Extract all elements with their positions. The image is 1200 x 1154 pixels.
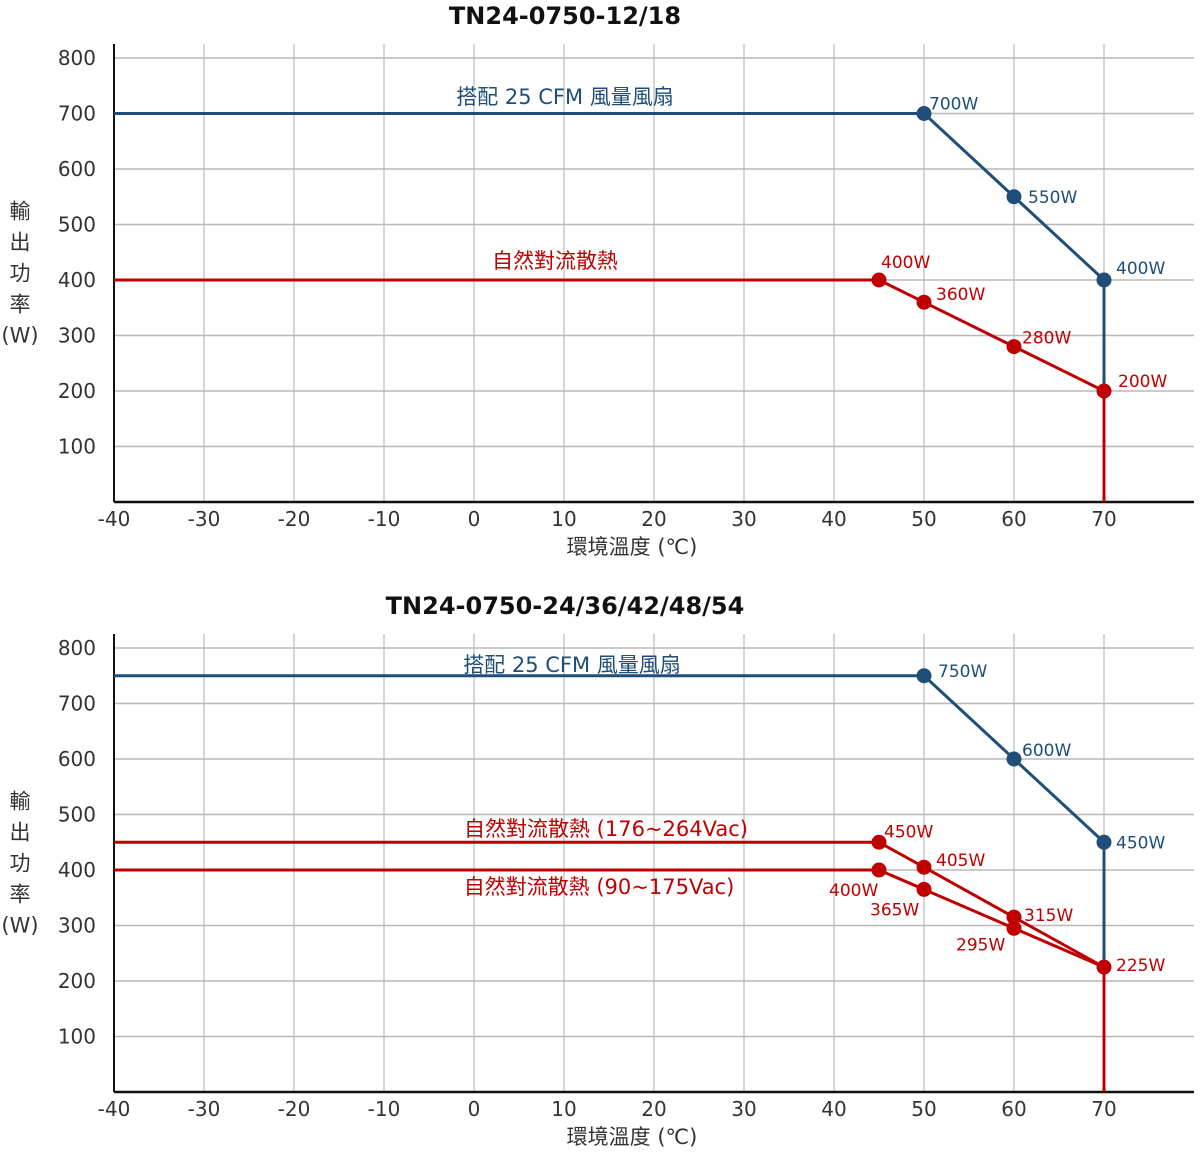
y-tick-label: 500 — [58, 213, 96, 237]
y-tick-label: 200 — [58, 379, 96, 403]
y-tick-label: 800 — [58, 46, 96, 70]
y-axis-label-part: 輸 — [10, 200, 31, 224]
data-point — [916, 294, 932, 310]
y-axis-label: 輸出功率 (W) — [1, 200, 38, 348]
y-axis-label-part: 輸 — [10, 790, 31, 814]
x-tick-label: -20 — [278, 1097, 311, 1121]
data-point — [871, 272, 887, 288]
y-axis-label: 輸出功率 (W) — [1, 790, 38, 938]
series-label: 自然對流散熱 (176~264Vac) — [464, 817, 748, 841]
x-tick-label: 70 — [1091, 1097, 1116, 1121]
data-label: 550W — [1028, 188, 1077, 208]
series-label: 搭配 25 CFM 風量風扇 — [463, 653, 681, 677]
x-axis-label: 環境溫度 (℃) — [567, 535, 698, 559]
x-tick-label: 70 — [1091, 507, 1116, 531]
series-line — [114, 278, 1106, 502]
data-point — [1006, 909, 1022, 925]
y-tick-label: 100 — [58, 1025, 96, 1049]
data-point — [1096, 834, 1112, 850]
x-tick-label: -40 — [98, 1097, 131, 1121]
series-line — [114, 868, 1106, 1092]
data-point — [1096, 383, 1112, 399]
y-tick-label: 500 — [58, 803, 96, 827]
data-point — [1006, 920, 1022, 936]
x-tick-label: 20 — [641, 507, 666, 531]
data-label: 280W — [1022, 329, 1071, 349]
data-label: 450W — [1116, 833, 1165, 853]
data-label: 600W — [1022, 741, 1071, 761]
x-tick-label: -40 — [98, 507, 131, 531]
y-axis-label-part: 出 — [10, 231, 31, 255]
chart-title: TN24-0750-24/36/42/48/54 — [386, 592, 745, 620]
data-point — [1006, 189, 1022, 205]
x-tick-label: 10 — [551, 507, 576, 531]
x-tick-label: -20 — [278, 507, 311, 531]
y-axis-label-part: 率 — [10, 293, 31, 317]
data-label: 450W — [884, 822, 933, 842]
x-tick-label: 0 — [468, 1097, 481, 1121]
x-tick-label: 50 — [911, 1097, 936, 1121]
data-point — [916, 859, 932, 875]
x-tick-label: -10 — [368, 1097, 401, 1121]
data-label: 400W — [881, 253, 930, 273]
data-label: 225W — [1116, 956, 1165, 976]
data-label: 315W — [1024, 906, 1073, 926]
data-label: 360W — [936, 285, 985, 305]
derating-chart-24-54: TN24-0750-24/36/42/48/541002003004005006… — [1, 592, 1194, 1149]
x-tick-label: 0 — [468, 507, 481, 531]
data-label: 400W — [829, 881, 878, 901]
x-tick-label: -10 — [368, 507, 401, 531]
x-tick-label: -30 — [188, 507, 221, 531]
series-label: 自然對流散熱 — [492, 249, 618, 273]
data-label: 750W — [938, 662, 987, 682]
x-tick-label: 10 — [551, 1097, 576, 1121]
y-tick-label: 300 — [58, 914, 96, 938]
y-tick-label: 800 — [58, 636, 96, 660]
y-tick-label: 200 — [58, 969, 96, 993]
data-label: 700W — [929, 95, 978, 115]
x-tick-label: 50 — [911, 507, 936, 531]
data-point — [1006, 339, 1022, 355]
y-tick-label: 600 — [58, 157, 96, 181]
data-label: 400W — [1116, 259, 1165, 279]
data-point — [1006, 751, 1022, 767]
derating-chart-12-18: TN24-0750-12/18100200300400500600700800-… — [1, 2, 1194, 559]
y-axis-label-part: (W) — [1, 324, 38, 348]
y-tick-label: 700 — [58, 102, 96, 126]
y-tick-label: 600 — [58, 747, 96, 771]
y-tick-label: 400 — [58, 268, 96, 292]
data-point — [916, 106, 932, 121]
y-tick-label: 100 — [58, 435, 96, 459]
data-point — [1096, 272, 1112, 288]
x-tick-label: -30 — [188, 1097, 221, 1121]
y-axis-label-part: 功 — [10, 852, 31, 876]
x-tick-label: 60 — [1001, 1097, 1026, 1121]
x-tick-label: 60 — [1001, 507, 1026, 531]
x-tick-label: 40 — [821, 507, 846, 531]
y-axis-label-part: 率 — [10, 883, 31, 907]
y-tick-label: 300 — [58, 324, 96, 348]
y-axis-label-part: 出 — [10, 821, 31, 845]
data-point — [871, 862, 887, 878]
x-axis-label: 環境溫度 (℃) — [567, 1125, 698, 1149]
y-tick-label: 400 — [58, 858, 96, 882]
x-tick-label: 20 — [641, 1097, 666, 1121]
y-axis-label-part: 功 — [10, 262, 31, 286]
chart-title: TN24-0750-12/18 — [449, 2, 681, 30]
y-tick-label: 700 — [58, 692, 96, 716]
data-label: 295W — [956, 935, 1005, 955]
data-label: 200W — [1118, 372, 1167, 392]
series-label: 搭配 25 CFM 風量風扇 — [456, 85, 674, 109]
data-point — [916, 881, 932, 897]
data-point — [916, 668, 932, 684]
series-line — [114, 112, 1106, 502]
series-label: 自然對流散熱 (90~175Vac) — [464, 875, 735, 899]
data-point — [871, 834, 887, 850]
x-tick-label: 40 — [821, 1097, 846, 1121]
x-tick-label: 30 — [731, 1097, 756, 1121]
x-tick-label: 30 — [731, 507, 756, 531]
y-axis-label-part: (W) — [1, 914, 38, 938]
data-label: 365W — [870, 900, 919, 920]
data-label: 405W — [936, 851, 985, 871]
